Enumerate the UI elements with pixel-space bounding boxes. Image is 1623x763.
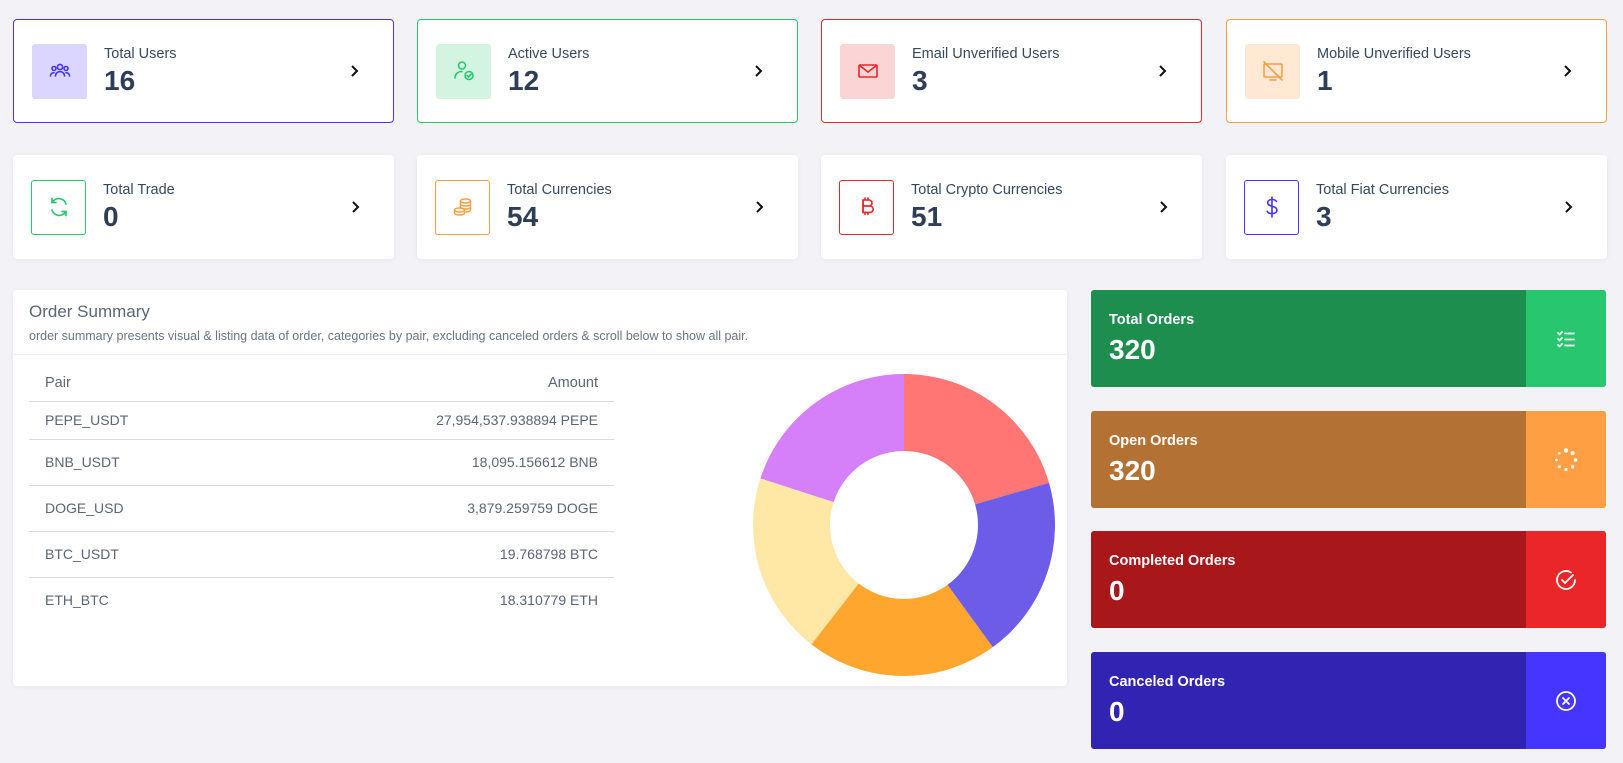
order-card-label: Total Orders bbox=[1109, 312, 1195, 328]
order-card-label: Completed Orders bbox=[1109, 553, 1236, 569]
pair-cell: PEPE_USDT bbox=[29, 401, 248, 440]
total-orders-card[interactable]: Total Orders 320 bbox=[1091, 290, 1606, 387]
spinner-icon bbox=[1526, 411, 1606, 508]
order-summary-subtitle: order summary presents visual & listing … bbox=[29, 329, 749, 343]
amount-cell: 19.768798 BTC bbox=[247, 531, 614, 578]
chevron-right-icon[interactable] bbox=[1143, 64, 1183, 78]
order-summary-header: Order Summary order summary presents vis… bbox=[13, 290, 1067, 355]
donut-slice-3[interactable] bbox=[811, 583, 993, 676]
stat-label: Total Users bbox=[104, 45, 177, 62]
stat-label: Mobile Unverified Users bbox=[1317, 45, 1471, 62]
order-card-label: Open Orders bbox=[1109, 433, 1198, 449]
table-row: BNB_USDT 18,095.156612 BNB bbox=[29, 439, 614, 486]
stat-card-total-trade[interactable]: Total Trade 0 bbox=[13, 155, 394, 259]
order-card-value: 0 bbox=[1109, 696, 1125, 727]
chevron-right-icon[interactable] bbox=[335, 64, 375, 78]
bitcoin-icon bbox=[839, 179, 894, 235]
donut-slice-5[interactable] bbox=[760, 374, 904, 503]
stat-value: 16 bbox=[104, 64, 136, 96]
stat-label: Total Crypto Currencies bbox=[911, 181, 1063, 198]
open-orders-card[interactable]: Open Orders 320 bbox=[1091, 411, 1606, 508]
stat-label: Total Currencies bbox=[507, 181, 612, 198]
amount-cell: 18.310779 ETH bbox=[499, 592, 598, 609]
pair-table: Pair Amount PEPE_USDT 27,954,537.938894 … bbox=[29, 365, 614, 623]
stat-value: 0 bbox=[103, 200, 119, 232]
dollar-icon bbox=[1244, 179, 1299, 235]
stat-label: Email Unverified Users bbox=[912, 45, 1060, 62]
table-row: BTC_USDT 19.768798 BTC bbox=[29, 531, 614, 578]
chevron-right-icon[interactable] bbox=[1549, 200, 1589, 214]
order-card-label: Canceled Orders bbox=[1109, 674, 1226, 690]
amount-cell: 3,879.259759 DOGE bbox=[247, 485, 614, 532]
chevron-right-icon[interactable] bbox=[740, 200, 780, 214]
stat-card-total-currencies[interactable]: Total Currencies 54 bbox=[417, 155, 798, 259]
order-card-value: 320 bbox=[1109, 455, 1156, 486]
stat-label: Total Trade bbox=[103, 181, 175, 198]
chevron-right-icon[interactable] bbox=[336, 200, 376, 214]
stat-value: 12 bbox=[508, 64, 540, 96]
pair-cell: ETH_BTC bbox=[45, 592, 109, 609]
column-header-amount: Amount bbox=[247, 365, 614, 402]
stat-card-crypto-currencies[interactable]: Total Crypto Currencies 51 bbox=[821, 155, 1202, 259]
order-card-value: 320 bbox=[1109, 334, 1156, 365]
stat-card-total-users[interactable]: Total Users 16 bbox=[13, 19, 394, 123]
table-header-row: Pair Amount bbox=[29, 365, 614, 402]
stat-card-active-users[interactable]: Active Users 12 bbox=[417, 19, 798, 123]
refresh-icon bbox=[31, 179, 86, 235]
donut-slice-4[interactable] bbox=[753, 478, 859, 645]
table-row: DOGE_USD 3,879.259759 DOGE bbox=[29, 485, 614, 532]
pair-cell: DOGE_USD bbox=[29, 485, 248, 532]
chevron-right-icon[interactable] bbox=[1548, 64, 1588, 78]
chevron-right-icon[interactable] bbox=[1144, 200, 1184, 214]
table-row: ETH_BTC 18.310779 ETH bbox=[29, 577, 614, 623]
users-icon bbox=[32, 43, 87, 99]
user-check-icon bbox=[436, 43, 491, 99]
stat-value: 1 bbox=[1317, 64, 1333, 96]
order-card-value: 0 bbox=[1109, 575, 1125, 606]
check-circle-icon bbox=[1526, 531, 1606, 628]
stat-value: 3 bbox=[1316, 200, 1332, 232]
chevron-right-icon[interactable] bbox=[739, 64, 779, 78]
donut-slice-1[interactable] bbox=[904, 374, 1050, 505]
stat-card-fiat-currencies[interactable]: Total Fiat Currencies 3 bbox=[1226, 155, 1607, 259]
completed-orders-card[interactable]: Completed Orders 0 bbox=[1091, 531, 1606, 628]
pair-cell: BNB_USDT bbox=[29, 439, 248, 486]
amount-cell: 27,954,537.938894 PEPE bbox=[247, 401, 614, 440]
order-donut-chart bbox=[753, 374, 1055, 676]
column-header-pair: Pair bbox=[29, 365, 248, 402]
stat-value: 3 bbox=[912, 64, 928, 96]
pair-cell: BTC_USDT bbox=[29, 531, 248, 578]
stat-value: 54 bbox=[507, 200, 539, 232]
stat-card-mobile-unverified[interactable]: Mobile Unverified Users 1 bbox=[1226, 19, 1607, 123]
coins-icon bbox=[435, 179, 490, 235]
close-circle-icon bbox=[1526, 652, 1606, 749]
stat-label: Total Fiat Currencies bbox=[1316, 181, 1449, 198]
order-summary-card: Order Summary order summary presents vis… bbox=[13, 290, 1067, 686]
table-row: PEPE_USDT 27,954,537.938894 PEPE bbox=[29, 401, 614, 440]
mobile-off-icon bbox=[1245, 43, 1300, 99]
stat-label: Active Users bbox=[508, 45, 590, 62]
amount-cell: 18,095.156612 BNB bbox=[247, 439, 614, 486]
list-check-icon bbox=[1526, 290, 1606, 387]
donut-slice-2[interactable] bbox=[947, 482, 1055, 648]
mail-icon bbox=[840, 43, 895, 99]
order-summary-title: Order Summary bbox=[29, 302, 150, 321]
canceled-orders-card[interactable]: Canceled Orders 0 bbox=[1091, 652, 1606, 749]
stat-value: 51 bbox=[911, 200, 943, 232]
stat-card-email-unverified[interactable]: Email Unverified Users 3 bbox=[821, 19, 1202, 123]
